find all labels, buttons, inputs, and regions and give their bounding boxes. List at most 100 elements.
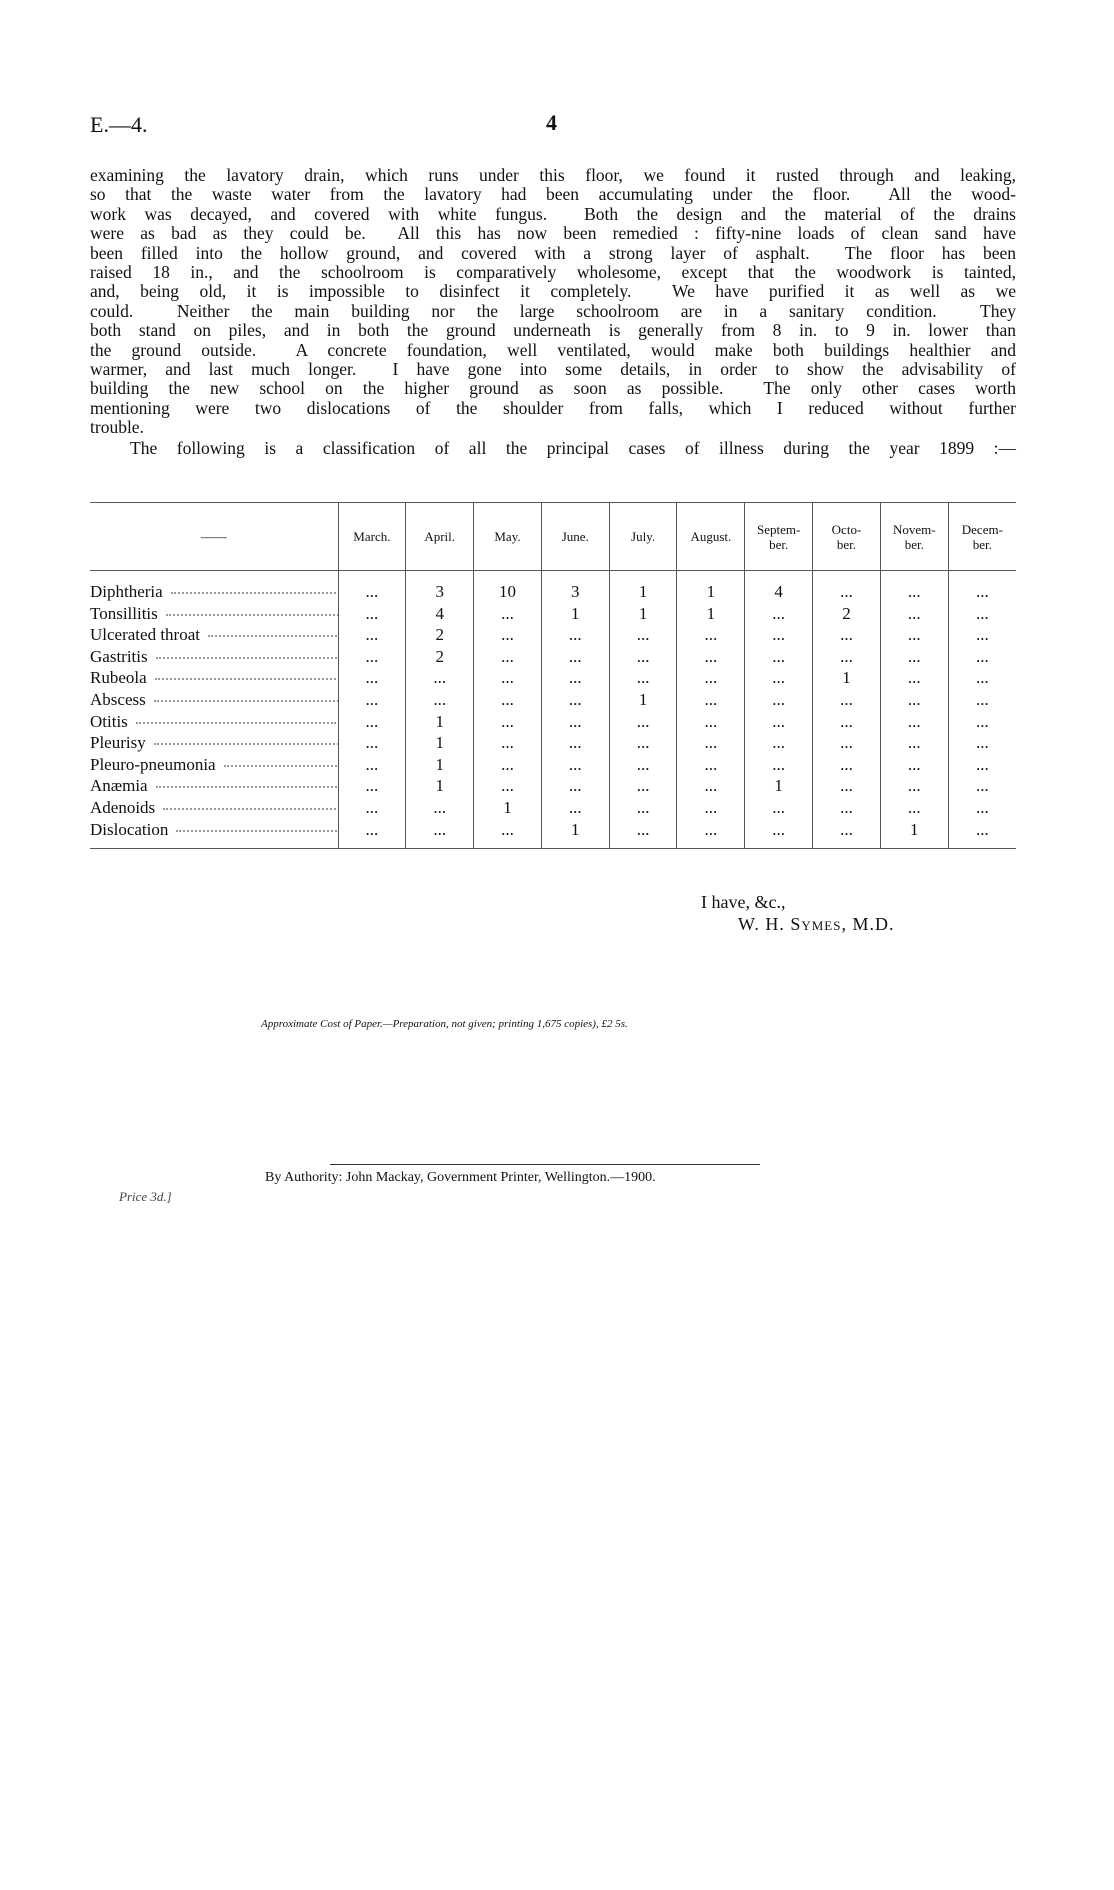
cell: ...: [947, 570, 1016, 603]
cell: 2: [405, 645, 474, 668]
cell: ...: [540, 710, 610, 733]
signature: W. H. Symes, M.D.: [738, 914, 895, 934]
row-label: Rubeola: [90, 668, 147, 688]
table-row: Rubeola..................... 1......: [90, 667, 1016, 689]
cell: ...: [540, 796, 610, 819]
cell: ...: [473, 818, 542, 850]
row-label-cell: Gastritis: [90, 646, 338, 668]
cell: ...: [744, 753, 813, 776]
leader: [207, 635, 338, 638]
cell: ...: [473, 688, 542, 711]
row-label-cell: Anæmia: [90, 775, 338, 797]
row-label-cell: Pleuro-pneumonia: [90, 754, 338, 776]
cell: ...: [608, 667, 677, 689]
cell: ...: [947, 667, 1016, 689]
cell: 1: [405, 753, 474, 776]
cell: ...: [879, 688, 949, 711]
cell: ...: [947, 753, 1016, 776]
cell: ...: [405, 818, 474, 850]
cell: ...: [744, 667, 813, 689]
document-ref: E.—4.: [90, 112, 148, 137]
body-text: examining the lavatory drain, which runs…: [90, 166, 1016, 437]
cell: 1: [473, 796, 542, 819]
leader: [176, 829, 338, 832]
cell: ...: [879, 667, 949, 689]
cell: ...: [744, 818, 813, 850]
cell: 1: [540, 602, 610, 625]
text-line: warmer, and last much longer. I have gon…: [90, 359, 1016, 379]
cell: ...: [473, 753, 542, 776]
cell: 1: [405, 732, 474, 754]
cell: ...: [608, 645, 677, 668]
text-line: both stand on piles, and in both the gro…: [90, 321, 1016, 341]
cell: 3: [540, 570, 610, 603]
cell: ...: [337, 688, 406, 711]
cell: ...: [540, 645, 610, 668]
cell: ...: [405, 796, 474, 819]
cell: ...: [608, 818, 677, 850]
row-label: Ulcerated throat: [90, 625, 200, 645]
row-label: Pleuro-pneumonia: [90, 754, 216, 774]
cell: ...: [947, 624, 1016, 646]
cell: ...: [947, 602, 1016, 625]
text-line: building the new school on the higher gr…: [90, 379, 1016, 399]
row-label-cell: Dislocation: [90, 818, 338, 850]
cell: ...: [812, 818, 881, 850]
cell: ...: [744, 602, 813, 625]
cell: ...: [337, 775, 406, 797]
cell: ...: [676, 753, 745, 776]
cell: ...: [676, 796, 745, 819]
illness-table: —— March. April. May. June. July. August. Septe…: [90, 502, 1016, 850]
column-header: Decem- ber.: [947, 502, 1016, 571]
row-label-cell: Pleurisy: [90, 732, 338, 754]
cell: ...: [473, 775, 542, 797]
cell: ...: [608, 624, 677, 646]
cell: ...: [812, 645, 881, 668]
leader: [154, 678, 338, 681]
cell: ...: [947, 818, 1016, 850]
text-line: mentioning were two dislocations of the …: [90, 398, 1016, 418]
cell: 1: [879, 818, 949, 850]
text-line: raised 18 in., and the schoolroom is com…: [90, 262, 1016, 282]
cell: ...: [676, 818, 745, 850]
text-line: examining the lavatory drain, which runs…: [90, 166, 1016, 185]
cell: ...: [812, 624, 881, 646]
cell: ...: [812, 570, 881, 603]
row-label: Gastritis: [90, 646, 148, 666]
cell: 1: [405, 710, 474, 733]
cell: ...: [337, 645, 406, 668]
row-label-cell: Ulcerated throat: [90, 624, 338, 646]
column-header: March.: [337, 502, 406, 571]
leader: [155, 786, 338, 789]
closing: I have, &c.,: [701, 892, 786, 912]
table-row: Pleurisy... 1........................: [90, 732, 1016, 754]
row-label: Otitis: [90, 711, 128, 731]
cell: ...: [676, 775, 745, 797]
column-header: July.: [608, 502, 677, 571]
column-header: June.: [540, 502, 610, 571]
cell: 1: [608, 688, 677, 711]
cell: ...: [812, 796, 881, 819]
page-number: 4: [546, 110, 557, 135]
cell: ...: [879, 645, 949, 668]
leader: [155, 656, 338, 659]
cell: 2: [812, 602, 881, 625]
cell: ...: [947, 645, 1016, 668]
cell: ...: [879, 602, 949, 625]
cell: 10: [473, 570, 542, 603]
cell: ...: [540, 775, 610, 797]
column-header: Novem- ber.: [879, 502, 949, 571]
table-row: Gastritis... 2........................: [90, 645, 1016, 668]
cell: ...: [608, 753, 677, 776]
column-header: May.: [473, 502, 542, 571]
leader: [153, 743, 338, 746]
cell: ...: [540, 732, 610, 754]
cell: 2: [405, 624, 474, 646]
cell: ...: [812, 688, 881, 711]
cell: ...: [879, 624, 949, 646]
cell: ...: [337, 753, 406, 776]
text-line: and, being old, it is impossible to disi…: [90, 282, 1016, 302]
table-row: Tonsillitis... 4... 1 1 1... 2......: [90, 602, 1016, 625]
leader: [163, 808, 338, 811]
row-label-cell: Otitis: [90, 711, 338, 733]
